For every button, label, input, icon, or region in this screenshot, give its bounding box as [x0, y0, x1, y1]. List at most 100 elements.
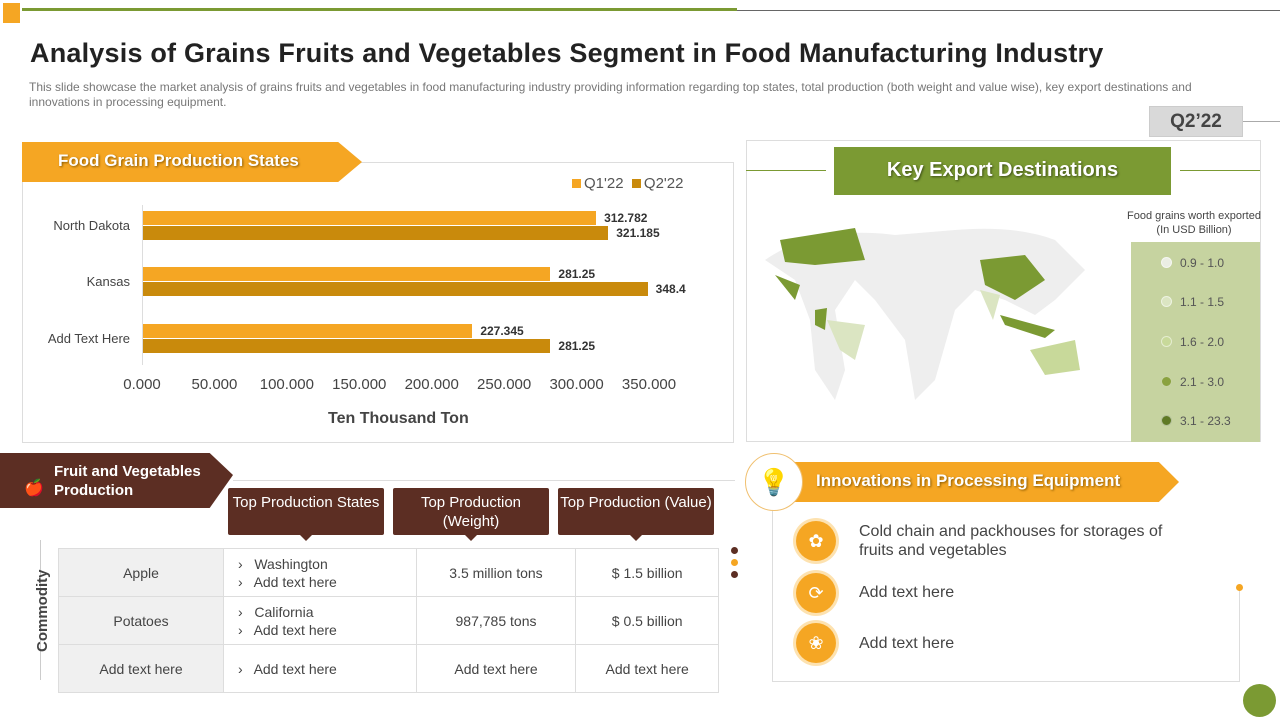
- value-label: 281.25: [558, 267, 596, 281]
- row-axis-line: [40, 540, 41, 680]
- bar-q1: [143, 267, 551, 281]
- value-label: 227.345: [480, 324, 524, 338]
- dot-decoration: [731, 571, 738, 578]
- column-header: Top Production States: [228, 488, 384, 541]
- column-header: Top Production (Value): [558, 488, 714, 541]
- production-table: Apple › Washington › Add text here 3.5 mi…: [58, 548, 719, 693]
- innovations-heading: Innovations in Processing Equipment: [776, 462, 1179, 502]
- legend-label: 3.1 - 23.3: [1180, 414, 1231, 428]
- map-china: [980, 255, 1045, 300]
- commodity-cell: Apple: [58, 548, 224, 597]
- map-australia: [1030, 340, 1080, 375]
- heading-line: Fruit and Vegetables: [54, 463, 201, 480]
- states-cell: › Add text here: [223, 644, 417, 693]
- map-colombia: [815, 308, 827, 330]
- legend-swatch-q2: [631, 179, 641, 188]
- legend-dot: [1161, 336, 1172, 347]
- innovation-text: Cold chain and packhouses for storages o…: [859, 523, 1163, 559]
- states-cell: › Washington › Add text here: [223, 548, 417, 597]
- weight-cell: Add text here: [415, 644, 577, 693]
- category-label: Add Text Here: [47, 331, 130, 346]
- lightbulb-icon: 💡: [745, 453, 803, 511]
- legend-dot: [1161, 257, 1172, 268]
- legend-label: 0.9 - 1.0: [1180, 256, 1225, 270]
- value-label: 281.25: [558, 339, 596, 353]
- x-tick-label: 50.000: [191, 376, 238, 393]
- weight-cell: 3.5 million tons: [415, 548, 577, 597]
- table-row: Add text here › Add text here Add text h…: [58, 644, 719, 693]
- fruit-basket-icon: ✿: [796, 521, 836, 561]
- bar-q1: [143, 324, 473, 338]
- axis-line: [142, 205, 143, 365]
- cycle-gear-icon: ⟳: [796, 573, 836, 613]
- map-canada: [780, 228, 865, 265]
- x-tick-label: 350.000: [621, 376, 677, 393]
- page-subtitle: This slide showcase the market analysis …: [29, 80, 1192, 109]
- fruit-basket-icon: 🍎: [24, 480, 44, 497]
- value-label: 348.4: [655, 282, 686, 296]
- x-tick-label: 100.000: [259, 376, 314, 393]
- legend-item: 0.9 - 1.0: [1161, 256, 1224, 270]
- export-heading: Key Export Destinations: [834, 147, 1171, 195]
- value-cell: $ 0.5 billion: [575, 596, 719, 645]
- value-cell: $ 1.5 billion: [575, 548, 719, 597]
- quarter-connector: [1243, 121, 1280, 122]
- logo-icon: [3, 3, 20, 23]
- connector-line: [1239, 588, 1240, 682]
- innovation-text: Add text here: [859, 635, 955, 652]
- heading-line: Production: [54, 482, 134, 499]
- table-frame-line: [233, 480, 735, 481]
- dot-decoration: [731, 559, 738, 566]
- state: Add text here: [253, 573, 337, 590]
- legend-label: 2.1 - 3.0: [1180, 375, 1225, 389]
- legend-q1: Q1'22: [584, 175, 624, 192]
- x-tick-label: 0.000: [123, 376, 161, 393]
- commodity-cell: Potatoes: [58, 596, 224, 645]
- legend-swatch-q1: [572, 179, 581, 188]
- legend-dot: [1161, 296, 1172, 307]
- grain-chart-panel: [22, 162, 734, 443]
- table-row: Potatoes › California › Add text here 987…: [58, 596, 719, 645]
- state: Add text here: [253, 660, 337, 677]
- x-tick-label: 200.000: [404, 376, 459, 393]
- state: California: [254, 603, 314, 620]
- column-header: Top Production (Weight): [393, 488, 549, 541]
- world-map: [765, 228, 1085, 400]
- fruitveg-heading: 🍎 Fruit and Vegetables Production: [0, 453, 233, 508]
- map-india: [980, 290, 1000, 320]
- row-axis-label: Commodity: [34, 569, 51, 653]
- x-tick-label: 300.000: [549, 376, 604, 393]
- quarter-tag: Q2’22: [1149, 106, 1243, 137]
- bar-q2: [143, 226, 609, 240]
- innovations-panel: [772, 505, 1240, 682]
- dot-decoration: [731, 547, 738, 554]
- grain-heading: Food Grain Production States: [22, 142, 362, 182]
- legend-q2: Q2'22: [643, 175, 684, 192]
- divider: [1180, 170, 1260, 171]
- legend-item: 1.6 - 2.0: [1161, 335, 1224, 349]
- category-label: North Dakota: [53, 218, 130, 233]
- value-cell: Add text here: [575, 644, 719, 693]
- bar-q2: [143, 282, 648, 296]
- map-legend-title: Food grains worth exported (In USD Billi…: [1127, 210, 1261, 236]
- states-cell: › California › Add text here: [223, 596, 417, 645]
- export-panel: [746, 140, 1261, 442]
- legend-label: 1.6 - 2.0: [1180, 335, 1225, 349]
- heading-text: Innovations in Processing Equipment: [816, 471, 1121, 490]
- page-title: Analysis of Grains Fruits and Vegetables…: [30, 38, 1104, 68]
- map-brazil: [827, 320, 865, 360]
- table-row: Apple › Washington › Add text here 3.5 mi…: [58, 548, 719, 597]
- x-tick-label: 150.000: [332, 376, 387, 393]
- map-mexico: [775, 275, 800, 300]
- value-label: 321.185: [616, 226, 660, 240]
- legend-dot: [1161, 376, 1172, 387]
- top-bar: [22, 8, 737, 11]
- legend-dot: [1161, 415, 1172, 426]
- state: Add text here: [253, 621, 337, 638]
- legend-item: 2.1 - 3.0: [1161, 375, 1224, 389]
- commodity-cell: Add text here: [58, 644, 224, 693]
- map-legend: 0.9 - 1.0 1.1 - 1.5 1.6 - 2.0 2.1 - 3.0 …: [1131, 242, 1260, 442]
- innovation-text: Add text here: [859, 584, 955, 601]
- corner-circle: [1243, 684, 1276, 717]
- state: Washington: [254, 555, 328, 572]
